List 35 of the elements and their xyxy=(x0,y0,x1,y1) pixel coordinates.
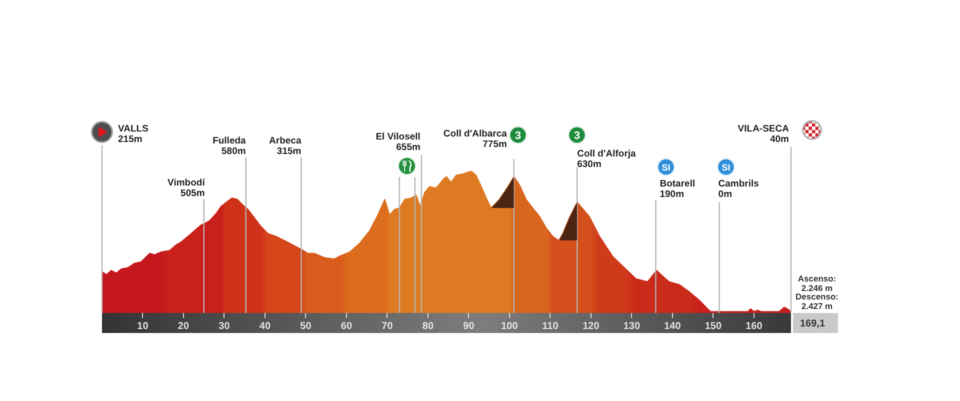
letter-badge-icon: SI xyxy=(717,158,736,176)
ref-line-label: Vimbodí 505m xyxy=(168,177,206,199)
number-badge-icon: 3 xyxy=(568,126,586,144)
x-tick-label: 110 xyxy=(542,320,559,332)
letter-badge-icon: SI xyxy=(656,158,675,176)
ref-line-label: Fulleda 580m xyxy=(212,135,247,157)
x-tick-label: 20 xyxy=(178,320,190,332)
annotation: SI xyxy=(661,162,670,172)
x-tick-label: 80 xyxy=(422,320,434,332)
ref-line-label: Coll d'Alforja 630m xyxy=(577,148,637,170)
x-tick-label: 60 xyxy=(340,320,352,332)
x-tick-label: 100 xyxy=(501,320,518,332)
number-badge-icon: 3 xyxy=(508,126,527,144)
ref-line-label: Cambrils 0m xyxy=(718,178,759,200)
annotation: SI xyxy=(722,162,731,172)
x-tick-label: 160 xyxy=(746,320,763,332)
x-tick-label: 150 xyxy=(704,320,722,332)
text: Descenso: 2.427 m xyxy=(796,292,839,312)
ref-line-label: Botarell 190m xyxy=(660,178,696,200)
ref-line-label: Arbeca 315m xyxy=(269,135,302,157)
ref-line-label: El Vilosell 655m xyxy=(376,131,420,153)
x-tick-label: 40 xyxy=(259,320,271,332)
x-tick-label: 70 xyxy=(382,320,394,332)
x-tick-label: 130 xyxy=(623,320,640,332)
x-tick-label: 90 xyxy=(463,320,475,332)
x-tick-label: 50 xyxy=(300,320,312,332)
x-tick-label: 10 xyxy=(137,320,149,332)
ref-line-label: VILA-SECA 40m xyxy=(738,123,790,145)
ref-line-label: Coll d'Albarca 775m xyxy=(443,128,508,150)
text: 169,1 xyxy=(800,318,826,330)
text: Ascenso: 2.246 m xyxy=(798,274,836,294)
x-tick-label: 140 xyxy=(664,320,682,332)
x-tick-label: 120 xyxy=(582,320,600,332)
x-tick-label: 30 xyxy=(218,320,230,332)
ref-line-label: VALLS 215m xyxy=(118,123,148,145)
